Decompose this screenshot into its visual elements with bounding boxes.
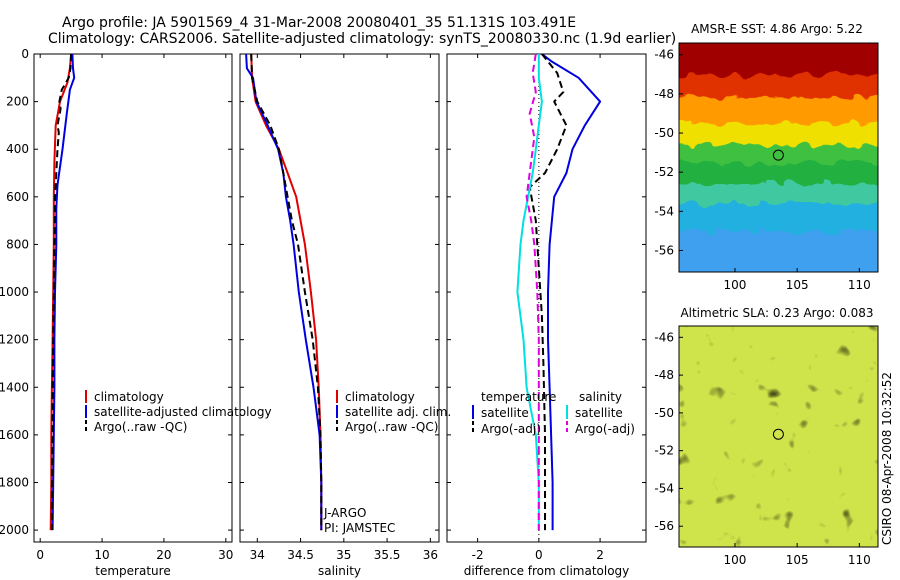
temperature-legend-label: satellite-adjusted climatology (94, 405, 272, 419)
sst-color-band (679, 162, 878, 185)
sla_map-ytick-label: -54 (654, 481, 674, 495)
side-label: CSIRO 08-Apr-2008 10:32:52 (880, 372, 894, 545)
salinity-xtick-label: 36 (423, 548, 438, 562)
sst-map-title: AMSR-E SST: 4.86 Argo: 5.22 (691, 22, 863, 36)
sla_map-xtick-label: 100 (724, 553, 747, 567)
sst_map-xtick-label: 100 (724, 278, 747, 292)
difference-xtick-label: 2 (596, 548, 604, 562)
sst_map-ytick-label: -54 (654, 204, 674, 218)
sst_map-argo-marker (772, 149, 784, 161)
salinity-legend-label: Argo(..raw -QC) (345, 420, 438, 434)
difference-series-salinity-argo-adj- (525, 53, 540, 531)
depth-tick-label: 1200 (0, 333, 29, 347)
sst-color-band (679, 43, 878, 76)
sst_map-ytick-label: -48 (654, 87, 674, 101)
sla-map: Altimetric SLA: 0.23 Argo: 0.083 100 105 1… (654, 306, 879, 567)
sst-map: AMSR-E SST: 4.86 Argo: 5.22 100 105 110 -46… (654, 22, 879, 292)
salinity-xtick-label: 34.5 (287, 548, 314, 562)
sst_map-ytick-label: -46 (654, 48, 674, 62)
sla-map-title: Altimetric SLA: 0.23 Argo: 0.083 (680, 306, 873, 320)
sla_map-xtick-label: 105 (786, 553, 809, 567)
difference-legend-label: satellite (575, 406, 623, 420)
temperature-series-argo-raw-qc- (50, 53, 73, 531)
temperature-xtick-label: 20 (156, 548, 171, 562)
sst_map-ytick-label: -56 (654, 243, 674, 257)
salinity-legend-label: satellite adj. clim. (345, 405, 451, 419)
sla_map-ytick-label: -52 (654, 444, 674, 458)
salinity-panel: 34 34.5 35 35.5 36 salinity climatologysatelli… (239, 53, 451, 578)
sst_map-ytick-label: -52 (654, 165, 674, 179)
sst_map-ytick-label: -50 (654, 126, 674, 140)
sla_map-argo-marker (772, 428, 784, 440)
salinity-xtick-label: 35.5 (374, 548, 401, 562)
sla_map-xtick-label: 110 (848, 553, 871, 567)
salinity-annotation: PI: JAMSTEC (324, 521, 395, 535)
figure-title-line2: Climatology: CARS2006. Satellite-adjuste… (48, 31, 676, 47)
temperature-legend-label: Argo(..raw -QC) (94, 420, 187, 434)
temperature-xtick-label: 30 (218, 548, 233, 562)
salinity-frame (239, 53, 440, 543)
salinity-series-climatology (250, 53, 323, 531)
difference-legend-title-salinity: salinity (579, 390, 622, 404)
sst-color-band (679, 230, 878, 272)
difference-legend-label: Argo(-adj) (481, 422, 541, 436)
salinity-xlabel: salinity (318, 564, 361, 578)
sst-color-band (679, 183, 878, 205)
sla_map-ytick-label: -50 (654, 406, 674, 420)
difference-legend-label: satellite (481, 406, 529, 420)
temperature-frame (33, 53, 233, 543)
temperature-xlabel: temperature (95, 564, 170, 578)
depth-tick-label: 800 (6, 237, 29, 251)
difference-xtick-label: -2 (472, 548, 484, 562)
temperature-series-climatology (49, 53, 73, 531)
salinity-legend-label: climatology (345, 390, 415, 404)
sla-map-orange-field (679, 326, 878, 547)
salinity-series-argo-raw-qc- (250, 53, 323, 531)
difference-frame (446, 53, 647, 543)
difference-xlabel: difference from climatology (464, 564, 630, 578)
difference-legend-label: Argo(-adj) (575, 422, 635, 436)
depth-tick-label: 1000 (0, 285, 29, 299)
temperature-xtick-label: 0 (36, 548, 44, 562)
salinity-annotation: J-ARGO (323, 506, 366, 520)
sst-color-band (679, 97, 878, 125)
sla_map-ytick-label: -56 (654, 519, 674, 533)
figure-title-line1: Argo profile: JA 5901569_4 31-Mar-2008 2… (62, 15, 576, 31)
sst_map-xtick-label: 105 (786, 278, 809, 292)
salinity-xtick-label: 34 (250, 548, 265, 562)
depth-tick-label: 2000 (0, 523, 29, 537)
temperature-series-satellite-adjusted-climatology (51, 53, 76, 531)
sst-color-band (679, 123, 878, 146)
difference-xtick-label: 0 (535, 548, 543, 562)
salinity-xtick-label: 35 (336, 548, 351, 562)
depth-tick-label: 1600 (0, 428, 29, 442)
temperature-legend-label: climatology (94, 390, 164, 404)
sst-color-band (679, 203, 878, 232)
depth-tick-label: 200 (6, 95, 29, 109)
temperature-xtick-label: 10 (94, 548, 109, 562)
sst-color-band (679, 74, 878, 99)
sla_map-ytick-label: -48 (654, 368, 674, 382)
temperature-panel: 0 10 20 30 temperature 0 200 400 600 800 1000 1200 1… (0, 47, 272, 578)
sst-map-frame (678, 42, 879, 273)
depth-tick-label: 1800 (0, 475, 29, 489)
difference-legend-title-temperature: temperature (481, 390, 556, 404)
difference-panel: -2 0 2 difference from climatology temperatu… (446, 53, 647, 578)
sla-map-frame (678, 325, 879, 548)
depth-tick-label: 0 (21, 47, 29, 61)
difference-series-temperature-satellite (541, 53, 602, 531)
depth-tick-label: 400 (6, 142, 29, 156)
depth-tick-label: 1400 (0, 380, 29, 394)
sst-color-band (679, 144, 878, 164)
difference-series-salinity-satellite (516, 54, 543, 531)
depth-tick-label: 600 (6, 190, 29, 204)
sst_map-xtick-label: 110 (848, 278, 871, 292)
sla_map-ytick-label: -46 (654, 330, 674, 344)
